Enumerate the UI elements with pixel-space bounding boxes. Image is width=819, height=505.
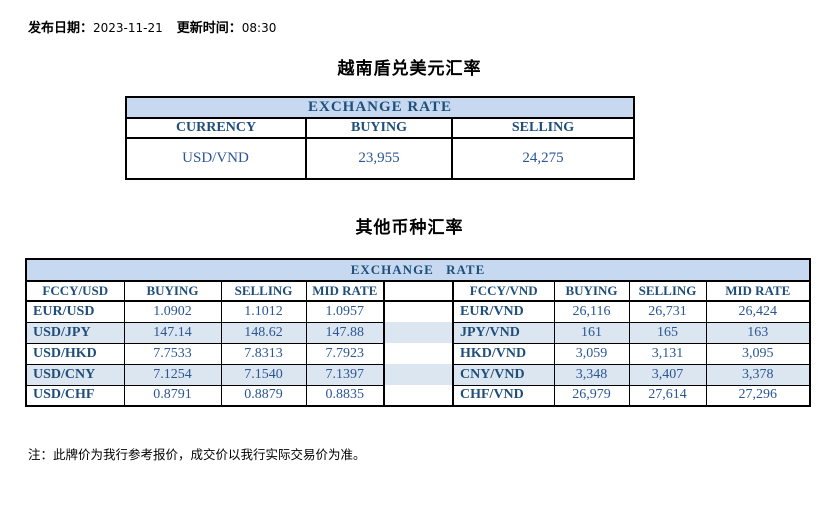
rate-value-cell: 163 bbox=[705, 321, 811, 344]
exchange-rate-band: EXCHANGE RATE bbox=[124, 96, 636, 119]
fx-rate-table: EXCHANGE RATE FCCY/USD BUYING SELLING MID R… bbox=[25, 258, 812, 407]
rate-value-cell: 3,348 bbox=[553, 363, 630, 386]
currency-pair-cell: HKD/VND bbox=[452, 342, 555, 365]
publish-date-value: 2023-11-21 bbox=[93, 21, 163, 35]
rate-value-cell: 23,955 bbox=[305, 137, 453, 180]
fx-rate-row: USD/CNY 7.1254 7.1540 7.1397 CNY/VND 3,348 3,4… bbox=[25, 363, 811, 386]
exchange-rate-band-row: EXCHANGE RATE bbox=[124, 96, 636, 119]
rate-value-cell: 24,275 bbox=[450, 137, 636, 180]
column-header: SELLING bbox=[450, 117, 636, 139]
rate-value-cell: 3,095 bbox=[705, 342, 811, 365]
currency-pair-cell: USD/CHF bbox=[25, 384, 125, 407]
column-header: BUYING bbox=[305, 117, 453, 139]
column-header: SELLING bbox=[628, 280, 707, 302]
rate-value-cell: 161 bbox=[553, 321, 630, 344]
exchange-rate-band-row: EXCHANGE RATE bbox=[25, 258, 811, 282]
rate-value-cell: 3,131 bbox=[628, 342, 707, 365]
rate-value-cell: 0.8835 bbox=[305, 384, 385, 407]
rate-value-cell: 26,116 bbox=[553, 300, 630, 323]
currency-pair-cell: EUR/VND bbox=[452, 300, 555, 323]
exchange-rate-band: EXCHANGE RATE bbox=[25, 258, 811, 282]
rate-value-cell: 147.14 bbox=[123, 321, 222, 344]
column-header: MID RATE bbox=[705, 280, 811, 302]
column-header: FCCY/VND bbox=[452, 280, 555, 302]
rate-value-cell: 7.7923 bbox=[305, 342, 385, 365]
rate-value-cell: 7.1397 bbox=[305, 363, 385, 386]
update-time-value: 08:30 bbox=[241, 21, 277, 35]
currency-pair-cell: USD/HKD bbox=[25, 342, 125, 365]
rate-value-cell: 7.7533 bbox=[123, 342, 222, 365]
column-header: SELLING bbox=[220, 280, 307, 302]
column-header: MID RATE bbox=[305, 280, 385, 302]
rate-value-cell: 165 bbox=[628, 321, 707, 344]
rate-value-cell: 0.8879 bbox=[220, 384, 307, 407]
gap-cell bbox=[383, 281, 454, 302]
update-time-label: 更新时间： bbox=[176, 20, 242, 35]
currency-pair-cell: JPY/VND bbox=[452, 321, 555, 344]
other-table-title: 其他币种汇率 bbox=[355, 218, 464, 237]
gap-cell bbox=[383, 343, 454, 364]
currency-pair-cell: USD/JPY bbox=[25, 321, 125, 344]
column-header: FCCY/USD bbox=[25, 280, 125, 302]
rate-value-cell: 7.1540 bbox=[220, 363, 307, 386]
rate-value-cell: 0.8791 bbox=[123, 384, 222, 407]
currency-pair-cell: USD/CNY bbox=[25, 363, 125, 386]
usd-rate-table: EXCHANGE RATE CURRENCY BUYING SELLING USD/… bbox=[124, 96, 636, 180]
usd-table-title: 越南盾兑美元汇率 bbox=[337, 59, 482, 78]
column-header: CURRENCY bbox=[125, 117, 307, 139]
rate-value-cell: 7.8313 bbox=[220, 342, 307, 365]
rate-value-cell: 1.1012 bbox=[220, 300, 307, 323]
column-header: BUYING bbox=[123, 280, 222, 302]
rate-value-cell: 27,614 bbox=[628, 384, 707, 407]
rate-value-cell: 7.1254 bbox=[123, 363, 222, 386]
gap-cell bbox=[383, 301, 454, 322]
usd-rate-row: USD/VND 23,955 24,275 bbox=[125, 137, 636, 180]
rate-value-cell: 27,296 bbox=[705, 384, 811, 407]
fx-rate-row: EUR/USD 1.0902 1.1012 1.0957 EUR/VND 26,116 26… bbox=[25, 300, 811, 323]
currency-pair-cell: CNY/VND bbox=[452, 363, 555, 386]
fx-rate-row: USD/CHF 0.8791 0.8879 0.8835 CHF/VND 26,979 27… bbox=[25, 384, 811, 407]
fx-rate-row: USD/HKD 7.7533 7.8313 7.7923 HKD/VND 3,059 3,1… bbox=[25, 342, 811, 365]
gap-cell bbox=[383, 364, 454, 385]
currency-pair-cell: USD/VND bbox=[125, 137, 307, 180]
fx-table-header-row: FCCY/USD BUYING SELLING MID RATE FCCY/VND BUY… bbox=[25, 280, 811, 302]
rate-value-cell: 3,059 bbox=[553, 342, 630, 365]
fx-rate-row: USD/JPY 147.14 148.62 147.88 JPY/VND 161 165 16… bbox=[25, 321, 811, 344]
gap-cell bbox=[383, 322, 454, 343]
rate-value-cell: 1.0902 bbox=[123, 300, 222, 323]
rate-value-cell: 26,424 bbox=[705, 300, 811, 323]
rate-value-cell: 147.88 bbox=[305, 321, 385, 344]
gap-cell bbox=[383, 385, 454, 406]
rate-value-cell: 26,731 bbox=[628, 300, 707, 323]
publish-date-label: 发布日期： bbox=[28, 20, 94, 35]
disclaimer-note: 注：此牌价为我行参考报价，成交价以我行实际交易价为准。 bbox=[28, 448, 366, 462]
rate-value-cell: 26,979 bbox=[553, 384, 630, 407]
rate-value-cell: 3,378 bbox=[705, 363, 811, 386]
rate-value-cell: 3,407 bbox=[628, 363, 707, 386]
rate-value-cell: 148.62 bbox=[220, 321, 307, 344]
currency-pair-cell: CHF/VND bbox=[452, 384, 555, 407]
currency-pair-cell: EUR/USD bbox=[25, 300, 125, 323]
column-header: BUYING bbox=[553, 280, 630, 302]
rate-value-cell: 1.0957 bbox=[305, 300, 385, 323]
usd-table-header-row: CURRENCY BUYING SELLING bbox=[125, 117, 636, 139]
dateline: 发布日期：2023-11-21 更新时间：08:30 bbox=[28, 17, 276, 36]
